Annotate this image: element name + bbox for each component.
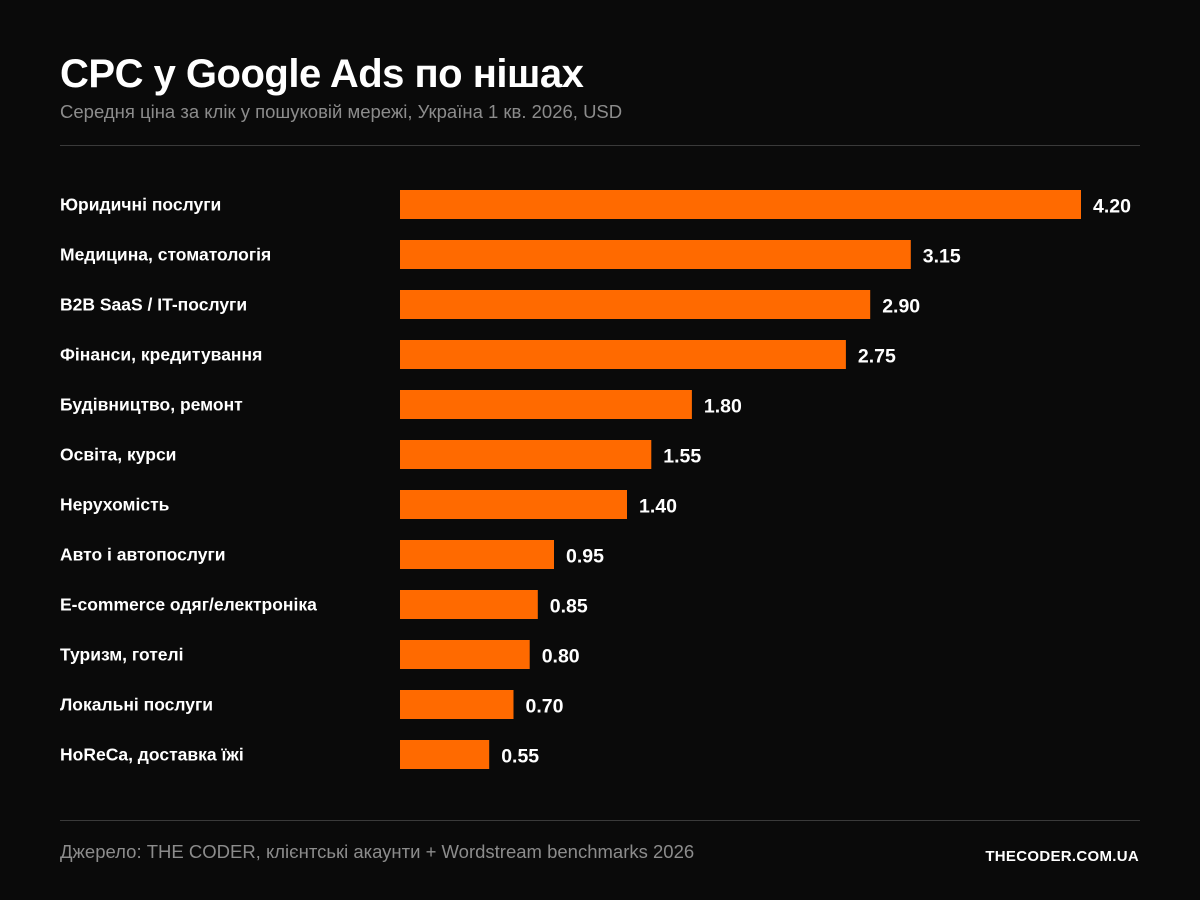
value-label: 2.90	[882, 296, 920, 318]
brand-logo-text[interactable]: THECODER.COM.UA	[985, 848, 1139, 865]
value-label: 0.85	[550, 596, 588, 618]
category-label: Туризм, готелі	[60, 645, 184, 665]
category-label: Локальні послуги	[60, 695, 213, 715]
bar	[400, 540, 554, 569]
value-label: 0.95	[566, 546, 604, 568]
bar	[400, 490, 627, 519]
bar	[400, 740, 490, 769]
category-label: Будівництво, ремонт	[60, 395, 243, 415]
value-label: 0.80	[542, 646, 580, 668]
bar	[400, 240, 911, 269]
value-label: 4.20	[1093, 196, 1131, 218]
top-divider	[60, 145, 1140, 146]
category-label: Юридичні послуги	[60, 195, 221, 215]
value-label: 3.15	[923, 246, 961, 268]
category-label: E-commerce одяг/електроніка	[60, 595, 317, 615]
bar	[400, 590, 538, 619]
category-label: Авто і автопослуги	[60, 545, 226, 565]
bar	[400, 640, 530, 669]
category-label: Освіта, курси	[60, 445, 176, 465]
bar	[400, 290, 871, 319]
value-label: 1.40	[639, 496, 677, 518]
category-label: Медицина, стоматологія	[60, 245, 271, 265]
value-label: 2.75	[858, 346, 896, 368]
category-label: Нерухомість	[60, 495, 170, 515]
value-label: 0.70	[526, 696, 564, 718]
bar	[400, 340, 846, 369]
category-label: B2B SaaS / IT-послуги	[60, 295, 247, 315]
category-label: Фінанси, кредитування	[60, 345, 262, 365]
source-note: Джерело: THE CODER, клієнтські акаунти +…	[60, 841, 695, 862]
category-label: HoReCa, доставка їжі	[60, 745, 244, 765]
chart-subtitle: Середня ціна за клік у пошуковій мережі,…	[60, 101, 623, 122]
bar	[400, 390, 692, 419]
bottom-divider	[60, 820, 1140, 821]
bar	[400, 690, 514, 719]
bar	[400, 190, 1081, 219]
value-label: 1.55	[663, 446, 701, 468]
bar	[400, 440, 652, 469]
value-label: 1.80	[704, 396, 742, 418]
value-label: 0.55	[501, 746, 539, 768]
chart-title: CPC у Google Ads по нішах	[60, 52, 584, 96]
